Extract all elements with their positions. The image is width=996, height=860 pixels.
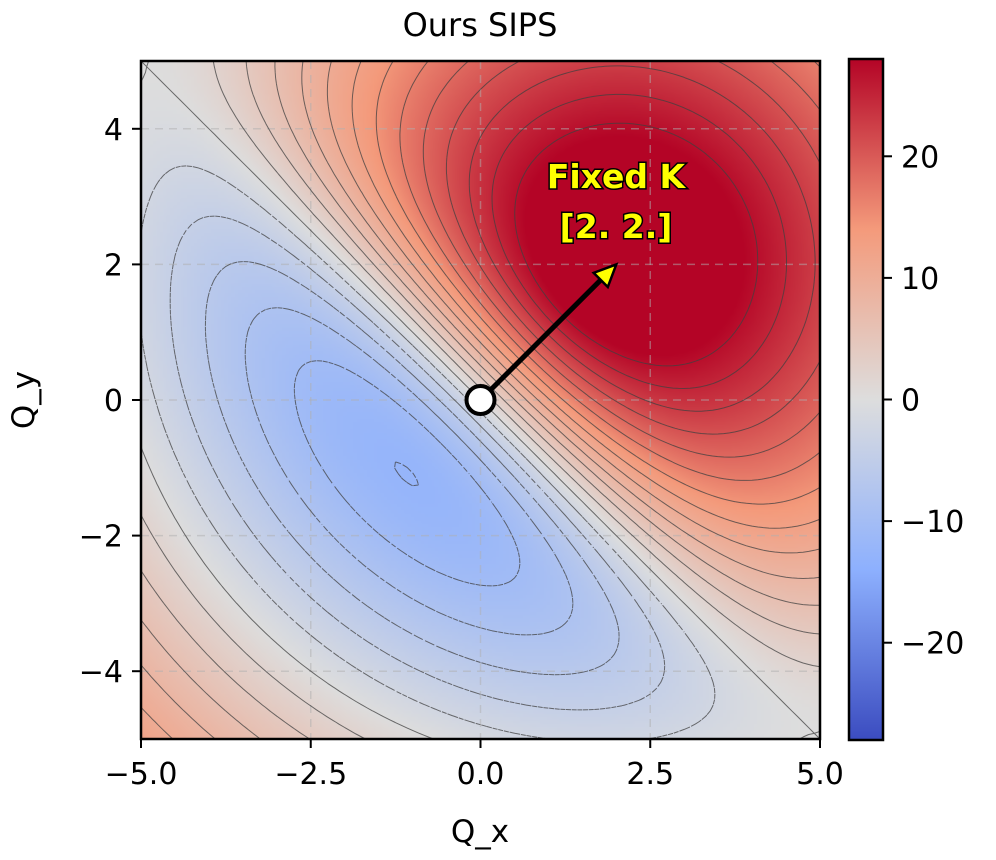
y-tick-label: 2 [104, 248, 123, 283]
colorbar-tick-label: 0 [901, 384, 920, 419]
contour-line [293, 360, 521, 587]
contour-line [375, 61, 820, 505]
contour-line [141, 61, 820, 739]
contour-line [141, 61, 820, 739]
y-axis: 4 2 0 −2 −4 [79, 113, 141, 690]
annotation-line-1: Fixed K [547, 157, 687, 196]
contour-line [394, 461, 419, 487]
x-tick-label: 2.5 [626, 757, 674, 792]
x-tick-label: 5.0 [796, 757, 844, 792]
contour-line [399, 61, 820, 481]
annotation-line-2: [2. 2.] [560, 207, 673, 246]
contour-line [422, 61, 820, 458]
contour-lines [141, 61, 820, 739]
x-axis: −5.0 −2.5 0.0 2.5 5.0 [105, 739, 844, 792]
contour-line [445, 61, 820, 435]
contour-line [468, 65, 816, 412]
origin-marker [464, 384, 497, 416]
x-axis-label: Q_x [451, 814, 509, 850]
contour-line [514, 122, 759, 367]
arrow-head [591, 262, 619, 290]
contour-line [141, 61, 820, 739]
fixed-key-annotation: Fixed K [2. 2.] [545, 156, 688, 248]
colorbar-tick-label: 10 [901, 262, 939, 297]
arrow-shaft [478, 278, 603, 402]
x-tick-label: −2.5 [274, 757, 347, 792]
x-tick-label: −5.0 [105, 757, 178, 792]
x-tick-label: 0.0 [457, 757, 505, 792]
colorbar-tick-label: 20 [901, 140, 939, 175]
plot-area [141, 61, 820, 739]
y-axis-label: Q_y [6, 371, 42, 429]
y-tick-label: −2 [79, 520, 123, 555]
y-tick-label: −4 [79, 655, 123, 690]
colorbar-gradient [847, 57, 885, 742]
y-tick-label: 4 [104, 113, 123, 148]
colorbar-ticks: 20 10 0 −10 −20 [883, 140, 964, 662]
colorbar-tick-label: −20 [901, 627, 964, 662]
fixed-key-arrow [478, 262, 619, 402]
contour-line [141, 61, 820, 739]
contour-line [141, 165, 716, 739]
contour-line [169, 215, 666, 711]
chart-title: Ours SIPS [403, 6, 558, 44]
colorbar-tick-label: −10 [901, 505, 964, 540]
contour-line [491, 93, 787, 389]
contour-line [141, 61, 820, 739]
contour-line [204, 261, 620, 676]
colorbar: 20 10 0 −10 −20 [847, 57, 964, 742]
contour-line [351, 61, 820, 529]
y-tick-label: 0 [104, 384, 123, 419]
contour-line [244, 307, 574, 636]
contour-line [141, 61, 820, 739]
